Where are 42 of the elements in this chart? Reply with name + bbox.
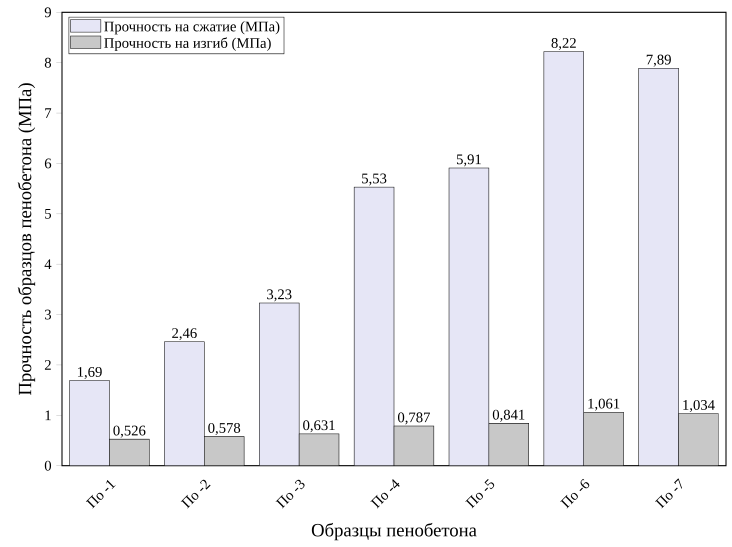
data-label: 5,53 xyxy=(362,174,386,186)
y-tick-label: 7 xyxy=(45,108,52,118)
y-tick-label: 4 xyxy=(44,259,52,270)
data-label: 5,91 xyxy=(456,154,481,166)
x-tick-label: По -2 xyxy=(180,480,211,508)
x-tick-label: По -6 xyxy=(560,478,590,508)
data-label: 1,061 xyxy=(588,398,620,411)
data-label: 1,69 xyxy=(78,366,102,379)
bar xyxy=(109,438,150,466)
y-tick-label: 6 xyxy=(44,158,52,168)
y-tick-label: 9 xyxy=(44,7,51,18)
data-label: 2,46 xyxy=(172,328,197,340)
bar xyxy=(583,412,624,466)
data-label: 3,23 xyxy=(267,289,292,302)
data-label: 1,034 xyxy=(683,400,715,412)
x-tick-label: По -4 xyxy=(370,479,400,508)
x-tick-label: По -7 xyxy=(654,478,682,508)
data-label: 7,89 xyxy=(646,54,671,67)
data-label: 0,526 xyxy=(113,426,146,438)
bar xyxy=(204,436,244,466)
x-tick-label: По -1 xyxy=(86,480,116,508)
x-axis-title: Образцы пенобетона xyxy=(312,522,477,540)
data-label: 0,578 xyxy=(208,422,240,435)
data-label: 0,631 xyxy=(303,420,335,432)
legend-label: Прочность на изгиб (МПа) xyxy=(104,37,271,51)
data-label: 0,841 xyxy=(492,410,524,422)
y-tick-label: 8 xyxy=(44,58,52,68)
bar xyxy=(298,434,340,466)
y-tick-label: 3 xyxy=(44,310,52,320)
y-tick-label: 1 xyxy=(46,410,51,420)
x-tick-label: По -5 xyxy=(465,478,494,508)
bar xyxy=(678,413,719,466)
x-tick-label: По -3 xyxy=(276,480,305,508)
y-tick-label: 0 xyxy=(44,460,52,471)
bar xyxy=(394,426,434,466)
y-tick-label: 5 xyxy=(45,208,52,219)
y-tick-label: 2 xyxy=(44,360,51,370)
y-axis-title: Прочность образцов пенобетона (МПа) xyxy=(18,83,36,396)
legend-label: Прочность на сжатие (МПа) xyxy=(104,21,280,34)
data-label: 0,787 xyxy=(398,412,430,424)
bar xyxy=(488,423,529,466)
data-label: 8,22 xyxy=(552,38,576,50)
